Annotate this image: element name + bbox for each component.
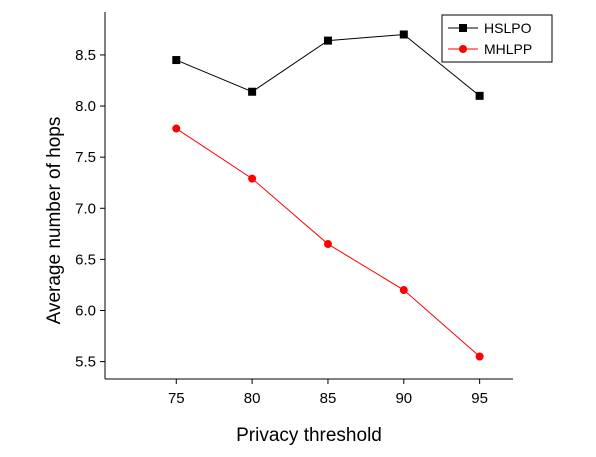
data-point bbox=[475, 352, 484, 361]
y-tick-label: 5.5 bbox=[75, 354, 96, 371]
x-tick-label: 75 bbox=[168, 390, 185, 407]
legend-label: HSLPO bbox=[484, 20, 532, 36]
ticks: 75 80 85 90 95 5.5 6.0 6.5 7.0 7.5 8.0 8.5 bbox=[75, 47, 488, 407]
legend-box bbox=[441, 14, 553, 63]
x-tick-label: 80 bbox=[244, 390, 261, 407]
data-point bbox=[475, 91, 484, 100]
data-point bbox=[172, 124, 181, 133]
y-tick-label: 8.0 bbox=[75, 98, 96, 115]
data-point bbox=[399, 286, 408, 295]
legend-label: MHLPP bbox=[484, 41, 532, 57]
x-tick-label: 95 bbox=[471, 390, 488, 407]
y-tick-label: 6.5 bbox=[75, 251, 96, 268]
data-point bbox=[172, 56, 181, 65]
data-point bbox=[323, 36, 332, 45]
series-layer bbox=[172, 30, 484, 361]
axes bbox=[104, 12, 513, 380]
data-point bbox=[323, 240, 332, 249]
y-tick-label: 7.5 bbox=[75, 149, 96, 166]
y-axis-title: Average number of hops bbox=[44, 117, 65, 325]
y-tick-label: 6.0 bbox=[75, 303, 96, 320]
legend-marker bbox=[459, 45, 467, 53]
x-tick-label: 90 bbox=[395, 390, 412, 407]
x-axis-title: Privacy threshold bbox=[236, 425, 382, 446]
data-point bbox=[248, 174, 257, 183]
data-point bbox=[399, 30, 408, 39]
x-tick-label: 85 bbox=[320, 390, 337, 407]
legend-marker bbox=[459, 24, 467, 32]
y-tick-label: 7.0 bbox=[75, 200, 96, 217]
y-tick-label: 8.5 bbox=[75, 47, 96, 64]
data-point bbox=[248, 87, 257, 96]
legend: HSLPO MHLPP bbox=[441, 14, 553, 63]
